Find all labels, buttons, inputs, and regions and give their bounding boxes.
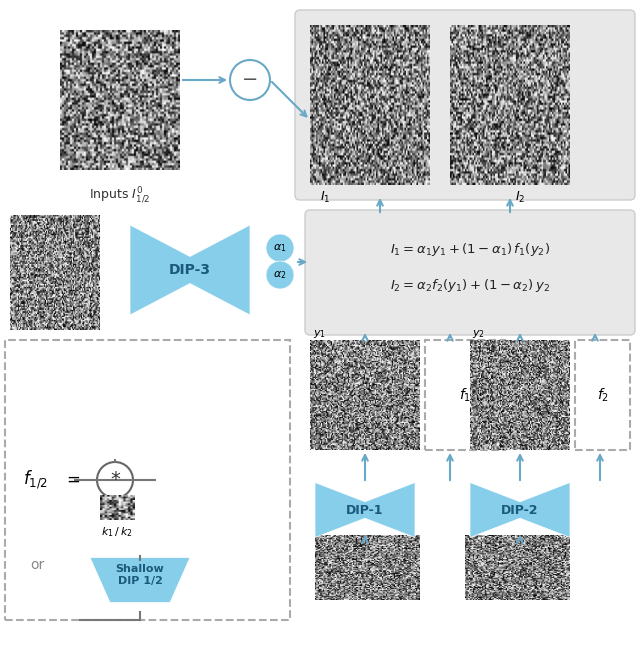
Text: DIP-3: DIP-3 xyxy=(169,263,211,277)
Polygon shape xyxy=(470,483,570,537)
Text: $y_1$: $y_1$ xyxy=(313,328,326,340)
FancyBboxPatch shape xyxy=(5,340,290,620)
Text: $f_2$: $f_2$ xyxy=(597,386,609,403)
Text: $I_2 = \alpha_2 f_2(y_1) + (1 - \alpha_2)\, y_2$: $I_2 = \alpha_2 f_2(y_1) + (1 - \alpha_2… xyxy=(390,276,550,293)
FancyBboxPatch shape xyxy=(305,210,635,335)
Text: *: * xyxy=(110,470,120,489)
Polygon shape xyxy=(130,225,250,315)
Text: $I_1 = \alpha_1 y_1 + (1 - \alpha_1)\, f_1(y_2)$: $I_1 = \alpha_1 y_1 + (1 - \alpha_1)\, f… xyxy=(390,241,550,258)
FancyBboxPatch shape xyxy=(295,10,635,200)
Circle shape xyxy=(97,462,133,498)
Text: $f_{1/2}$: $f_{1/2}$ xyxy=(22,468,47,491)
Text: Shallow
DIP 1/2: Shallow DIP 1/2 xyxy=(116,564,164,586)
Text: $f_1$: $f_1$ xyxy=(459,386,471,403)
FancyBboxPatch shape xyxy=(425,340,505,450)
Text: $y_2$: $y_2$ xyxy=(472,328,485,340)
Circle shape xyxy=(266,261,294,289)
Text: Inputs $I^0_{1/2}$: Inputs $I^0_{1/2}$ xyxy=(90,185,150,205)
Text: =: = xyxy=(66,471,80,489)
Text: $k_1\,/\,k_2$: $k_1\,/\,k_2$ xyxy=(101,525,133,539)
Text: $I_2$: $I_2$ xyxy=(515,190,525,205)
Text: $\alpha_2$: $\alpha_2$ xyxy=(273,269,287,281)
Text: DIP-1: DIP-1 xyxy=(346,504,384,516)
Text: $\alpha_1$: $\alpha_1$ xyxy=(273,242,287,254)
Circle shape xyxy=(266,234,294,262)
Text: −: − xyxy=(242,70,258,89)
Polygon shape xyxy=(315,483,415,537)
Polygon shape xyxy=(90,558,190,602)
Circle shape xyxy=(230,60,270,100)
Text: $I_1$: $I_1$ xyxy=(320,190,330,205)
Text: DIP-2: DIP-2 xyxy=(501,504,539,516)
Text: or: or xyxy=(30,558,44,572)
FancyBboxPatch shape xyxy=(575,340,630,450)
